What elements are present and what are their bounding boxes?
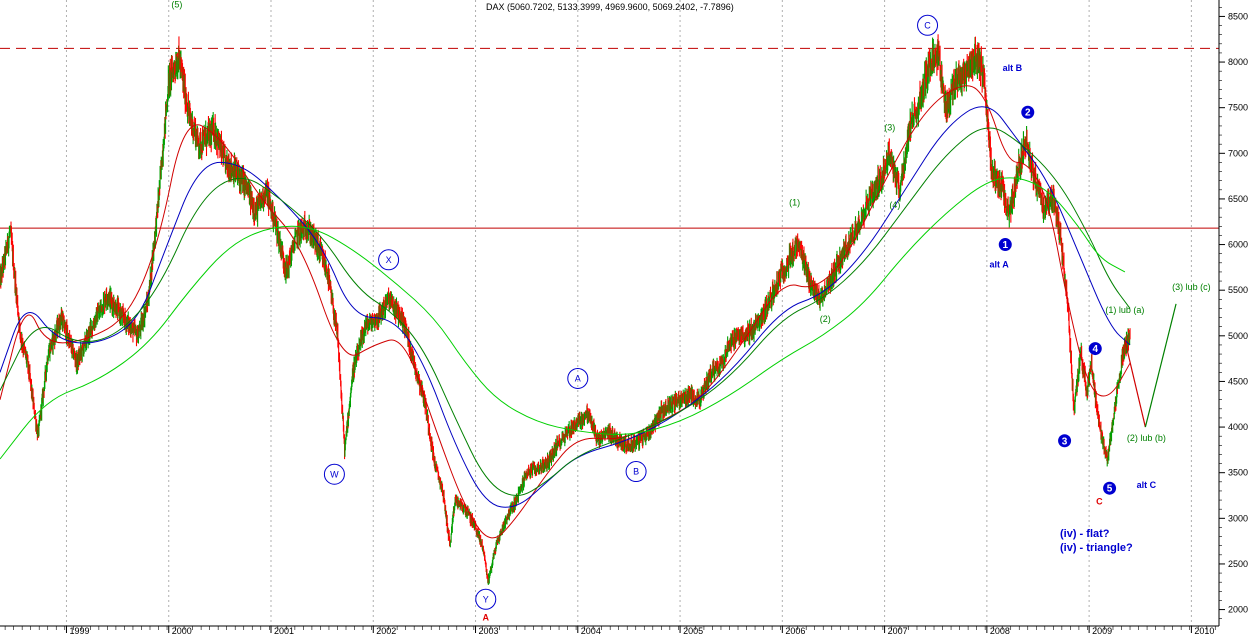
wave-circle	[323, 463, 345, 485]
y-tick-label: 3000	[1228, 513, 1248, 523]
wave-label: A	[483, 613, 490, 623]
wave-label: (4)	[889, 200, 900, 210]
wave-label: X	[386, 255, 392, 265]
moving-averages	[0, 85, 1131, 539]
x-tick-label: 2003	[479, 626, 499, 636]
wave-marker-label: 1	[1002, 240, 1008, 251]
wave-label: C	[1096, 497, 1103, 507]
wave-label: alt B	[1003, 63, 1023, 73]
x-tick-label: 2002	[376, 626, 396, 636]
moving-average-line	[0, 177, 1126, 460]
y-tick-label: 3500	[1228, 468, 1248, 478]
x-tick-label: 2001	[274, 626, 294, 636]
moving-average-line	[0, 85, 1131, 539]
x-tick-label: 2005	[683, 626, 703, 636]
wave-label: (3)	[884, 122, 895, 132]
y-tick-label: 7000	[1228, 148, 1248, 158]
wave-label: B	[922, 0, 929, 2]
wave-marker-label: 4	[1092, 344, 1098, 355]
wave-label: (1) lub (a)	[1105, 305, 1144, 315]
x-tick-label: 2006	[785, 626, 805, 636]
moving-average-line	[0, 127, 1131, 497]
x-tick-label: 2009	[1092, 626, 1112, 636]
wave-circle	[625, 461, 647, 483]
x-tick-label: 1999	[69, 626, 89, 636]
y-tick-label: 6500	[1228, 194, 1248, 204]
wave-circle	[378, 249, 400, 271]
projection	[1124, 303, 1177, 428]
note-triangle: (iv) - triangle?	[1060, 542, 1133, 554]
wave-marker-dot	[1103, 481, 1117, 495]
wave-marker-dot	[1058, 434, 1072, 448]
wave-circle	[475, 588, 497, 610]
y-tick-label: 8500	[1228, 11, 1248, 21]
y-tick-label: 8000	[1228, 57, 1248, 67]
wave-label: B	[633, 467, 639, 477]
y-tick-label: 7500	[1228, 103, 1248, 113]
x-tick-label: 2000	[172, 626, 192, 636]
x-tick-label: 2007	[888, 626, 908, 636]
y-tick-label: 5000	[1228, 331, 1248, 341]
wave-label: (3) lub (c)	[1172, 282, 1211, 292]
wave-marker-label: 3	[1062, 436, 1068, 447]
wave-label: (2) lub (b)	[1127, 433, 1166, 443]
x-tick-label: 2010	[1194, 626, 1214, 636]
chart-title: DAX (5060.7202, 5133.3999, 4969.9600, 50…	[486, 2, 734, 12]
y-tick-label: 4500	[1228, 376, 1248, 386]
wave-marker-dot	[998, 238, 1012, 252]
y-tick-label: 2500	[1228, 559, 1248, 569]
y-tick-label: 5500	[1228, 285, 1248, 295]
y-axis: 2000 2500 3000 3500 4000 4500 5000 5500 6000 6500…	[1219, 7, 1248, 619]
wave-marker-label: 2	[1025, 108, 1031, 119]
x-tick-label: 2008	[990, 626, 1010, 636]
wave-label: Y	[483, 594, 489, 604]
x-tick-label: 2004	[581, 626, 601, 636]
wave-label: (1)	[789, 197, 800, 207]
wave-marker-dot	[1021, 105, 1035, 119]
projection-line-up	[1144, 303, 1177, 428]
wave-circle	[567, 367, 589, 389]
note-flat: (iv) - flat?	[1060, 528, 1110, 540]
wave-label: (5)	[171, 0, 182, 9]
wave-label: W	[330, 469, 339, 479]
plot-area	[0, 0, 1219, 626]
horizontal-lines	[0, 47, 1219, 229]
wave-circle	[917, 14, 939, 36]
wave-label: (2)	[820, 314, 831, 324]
wave-marker-label: 5	[1107, 484, 1113, 495]
wave-label: A	[575, 373, 581, 383]
grid	[65, 0, 1192, 626]
projection-line-down	[1124, 340, 1146, 428]
wave-label: alt A	[990, 259, 1010, 269]
y-tick-label: 6000	[1228, 240, 1248, 250]
moving-average-line	[0, 106, 1131, 508]
wave-label: C	[924, 20, 931, 30]
wave-label: alt C	[1137, 480, 1157, 490]
x-axis: 1999 2000 2001 2002 2003 2004 2005 2006 2007 2008…	[4, 626, 1216, 636]
y-tick-label: 4000	[1228, 422, 1248, 432]
wave-marker-dot	[1088, 342, 1102, 356]
y-tick-label: 2000	[1228, 605, 1248, 615]
